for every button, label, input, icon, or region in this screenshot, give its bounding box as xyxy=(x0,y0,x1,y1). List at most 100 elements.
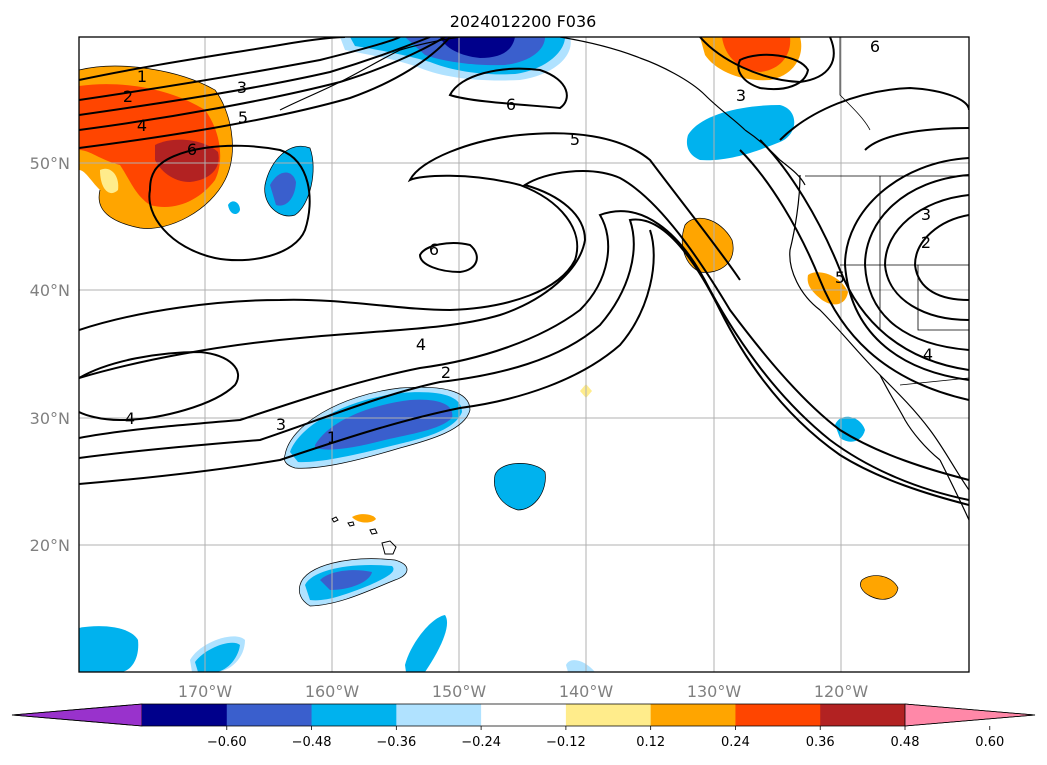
map-area: 1 2 3 4 5 6 6 6 5 6 5 3 4 2 1 3 3 2 4 4 xyxy=(79,37,969,672)
colorbar-segment xyxy=(481,704,567,726)
shade-orange-se xyxy=(860,575,898,600)
contour-3-north xyxy=(79,37,431,116)
contour-labels: 1 2 3 4 5 6 6 6 5 6 5 3 4 2 1 3 3 2 4 4 xyxy=(123,37,933,447)
lon-label-160: 160°W xyxy=(305,682,360,701)
contour-coast-1 xyxy=(739,149,969,401)
lat-label-30: 30°N xyxy=(30,409,70,428)
colorbar-segment xyxy=(650,704,736,726)
colorbar-tick-label: −0.48 xyxy=(292,735,332,750)
colorbar-extend-high xyxy=(904,703,1036,727)
shade-s-lightblue xyxy=(566,660,595,672)
shade-25n-blue xyxy=(494,463,546,510)
colorbar-tick-label: −0.60 xyxy=(207,735,247,750)
colorbar-tick-label: −0.12 xyxy=(546,735,586,750)
hawaii-islands xyxy=(331,516,397,555)
clabel-3b: 3 xyxy=(921,205,931,224)
shade-baja-blue xyxy=(835,416,865,442)
shade-50n-royal xyxy=(270,172,296,206)
border-ak-canada xyxy=(839,37,871,131)
coast-baja xyxy=(879,374,941,461)
coast-mexico xyxy=(939,459,969,521)
coastlines xyxy=(279,37,969,521)
clabel-6: 6 xyxy=(187,140,197,159)
colorbar-tick-label: 0.12 xyxy=(636,735,665,750)
island-kauai xyxy=(331,516,339,523)
contour-big-jet-2 xyxy=(79,218,969,506)
clabel-4c: 4 xyxy=(125,409,135,428)
contour-1-north xyxy=(79,37,346,81)
shade-nw-darkred xyxy=(155,139,219,182)
border-state-3 xyxy=(917,265,969,331)
colorbar-tick-label: −0.24 xyxy=(461,735,501,750)
contour-5-north xyxy=(79,37,451,149)
colorbar-segment xyxy=(311,704,397,726)
outline-50n xyxy=(264,145,314,217)
colorbar-extend-low xyxy=(11,703,143,727)
coast-alaska-peninsula xyxy=(279,37,461,111)
colorbar-tick-label: 0.48 xyxy=(891,735,920,750)
clabel-5: 5 xyxy=(238,108,248,127)
colorbar-segment xyxy=(142,704,228,726)
political-borders xyxy=(805,37,969,386)
clabel-4: 4 xyxy=(137,116,147,135)
lon-labels: 170°W 160°W 150°W 140°W 130°W 120°W xyxy=(178,682,869,701)
shade-nw-yellow-edge xyxy=(100,168,119,194)
clabel-4b: 4 xyxy=(416,335,426,354)
lon-label-140: 140°W xyxy=(559,682,614,701)
lon-label-170: 170°W xyxy=(178,682,233,701)
contour-ne-ridge-2 xyxy=(864,127,969,151)
colorbar-outline xyxy=(11,703,1036,727)
contour-big-jet-3 xyxy=(79,210,969,501)
colorbar-tick-label: −0.36 xyxy=(376,735,416,750)
island-oahu xyxy=(347,521,355,527)
clabel-1: 1 xyxy=(137,67,147,86)
clabel-6b: 6 xyxy=(506,95,516,114)
colorbar-segment xyxy=(735,704,821,726)
clabel-6c: 6 xyxy=(429,240,439,259)
map-frame xyxy=(78,36,970,673)
clabel-2: 2 xyxy=(123,87,133,106)
clabel-5c: 5 xyxy=(835,268,845,287)
contour-ne-ridge xyxy=(779,86,969,141)
island-big xyxy=(381,540,397,555)
outline-nw xyxy=(79,65,233,229)
colorbar: −0.60 −0.48 −0.36 −0.24 −0.12 0.12 0.24 0.36 0.4… xyxy=(11,703,1036,750)
clabel-6d: 6 xyxy=(870,37,880,56)
colorbar-tick-label: 0.60 xyxy=(975,735,1004,750)
colorbar-segment xyxy=(820,704,906,726)
border-us-mexico xyxy=(899,377,969,386)
lat-labels: 50°N 40°N 30°N 20°N xyxy=(30,154,70,555)
shade-orange-130w xyxy=(682,218,734,273)
outline-25n xyxy=(494,463,546,511)
colorbar-segment xyxy=(396,704,482,726)
outline-15n xyxy=(298,558,408,607)
colorbar-tick-label: 0.36 xyxy=(806,735,835,750)
clabel-3d: 3 xyxy=(736,86,746,105)
coast-alaska-south xyxy=(559,37,746,131)
outline-se xyxy=(860,575,899,600)
contour-2-north xyxy=(79,37,401,101)
shade-sw-blue xyxy=(79,626,139,672)
contour-6-closed-nw xyxy=(148,144,311,262)
outline-30n xyxy=(283,386,471,469)
shade-orange-hawaii xyxy=(352,514,376,523)
clabel-4d: 4 xyxy=(923,345,933,364)
contour-big-jet-4 xyxy=(79,170,969,481)
clabel-3c: 3 xyxy=(276,415,286,434)
shade-sw-lightblue-3 xyxy=(405,615,448,672)
clabel-3: 3 xyxy=(237,78,247,97)
lat-label-20: 20°N xyxy=(30,536,70,555)
lon-label-120: 120°W xyxy=(814,682,869,701)
lon-label-130: 130°W xyxy=(687,682,742,701)
contour-big-jet-1 xyxy=(79,229,655,485)
contour-6-closed-center xyxy=(418,242,478,274)
shade-15n-royal xyxy=(320,570,372,590)
colorbar-segment xyxy=(226,704,313,726)
clabel-2b: 2 xyxy=(441,363,451,382)
contour-4-southwest xyxy=(79,350,240,422)
clabel-2c: 2 xyxy=(921,233,931,252)
lon-label-150: 150°W xyxy=(432,682,487,701)
lat-label-50: 50°N xyxy=(30,154,70,173)
contour-coast-2 xyxy=(759,139,969,371)
